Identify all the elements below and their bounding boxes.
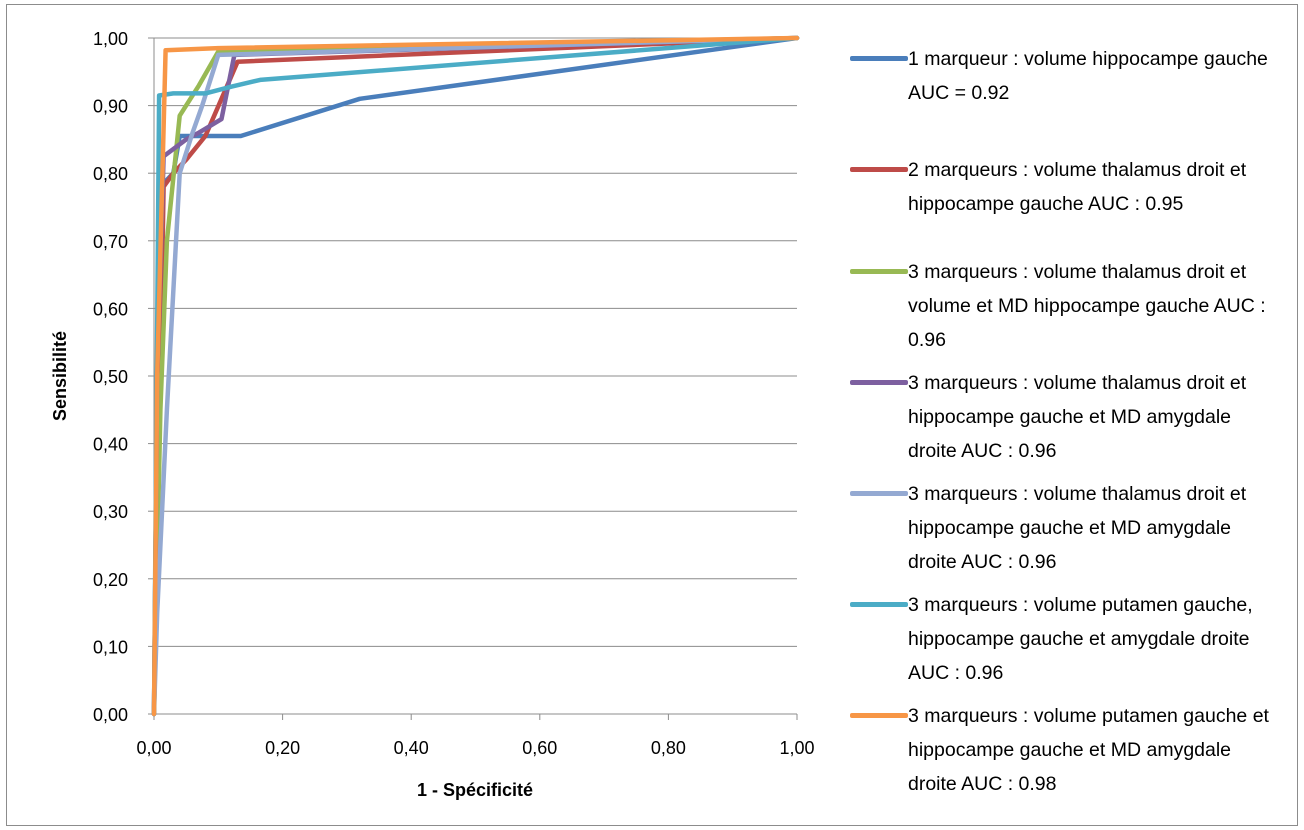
axes: [148, 37, 798, 720]
series-line-5: [151, 35, 800, 717]
legend-label: 1 marqueur : volume hippocampe gauche AU…: [908, 48, 1268, 104]
tick-labels: 0,00 0,10 0,20 0,30 0,40 0,50 0,60 0,70 0,80 0,90…: [93, 29, 815, 758]
x-tick-label: 0,80: [651, 738, 686, 758]
gridlines: [154, 37, 797, 647]
y-tick-label: 0,10: [93, 637, 128, 657]
legend-label: 3 marqueurs : volume putamen gauche, hip…: [908, 594, 1253, 684]
series-line-3: [151, 35, 800, 717]
legend-label: 3 marqueurs : volume thalamus droit et v…: [908, 261, 1266, 351]
y-tick-label: 0,00: [93, 705, 128, 725]
legend-swatch: [850, 602, 908, 607]
legend-swatch: [850, 269, 908, 274]
chart-frame: [6, 4, 1298, 826]
x-tick-label: 0,60: [522, 738, 557, 758]
y-tick-label: 0,70: [93, 232, 128, 252]
y-tick-label: 0,80: [93, 164, 128, 184]
y-tick-label: 0,90: [93, 97, 128, 117]
y-tick-label: 1,00: [93, 29, 128, 49]
y-tick-label: 0,20: [93, 570, 128, 590]
legend-swatch: [850, 713, 908, 718]
legend-swatch: [850, 380, 908, 385]
legend-swatch: [850, 491, 908, 496]
x-tick-label: 1,00: [779, 738, 814, 758]
y-tick-label: 0,40: [93, 435, 128, 455]
legend-swatch: [850, 167, 908, 172]
legend-swatch: [850, 56, 908, 61]
x-tick-label: 0,00: [136, 738, 171, 758]
series-lines: [151, 35, 800, 717]
legend-label: 3 marqueurs : volume putamen gauche et h…: [908, 705, 1269, 795]
y-axis-title: Sensibilité: [50, 331, 70, 421]
y-tick-label: 0,50: [93, 367, 128, 387]
x-tick-label: 0,20: [265, 738, 300, 758]
legend-label: 3 marqueurs : volume thalamus droit et h…: [908, 483, 1247, 573]
legend-label: 3 marqueurs : volume thalamus droit et h…: [908, 372, 1247, 462]
series-line-6: [151, 35, 800, 717]
series-line-7: [151, 35, 800, 717]
legend-label: 2 marqueurs : volume thalamus droit et h…: [908, 159, 1247, 215]
x-tick-label: 0,40: [394, 738, 429, 758]
y-tick-label: 0,60: [93, 299, 128, 319]
y-tick-label: 0,30: [93, 502, 128, 522]
x-axis-title: 1 - Spécificité: [417, 780, 533, 800]
